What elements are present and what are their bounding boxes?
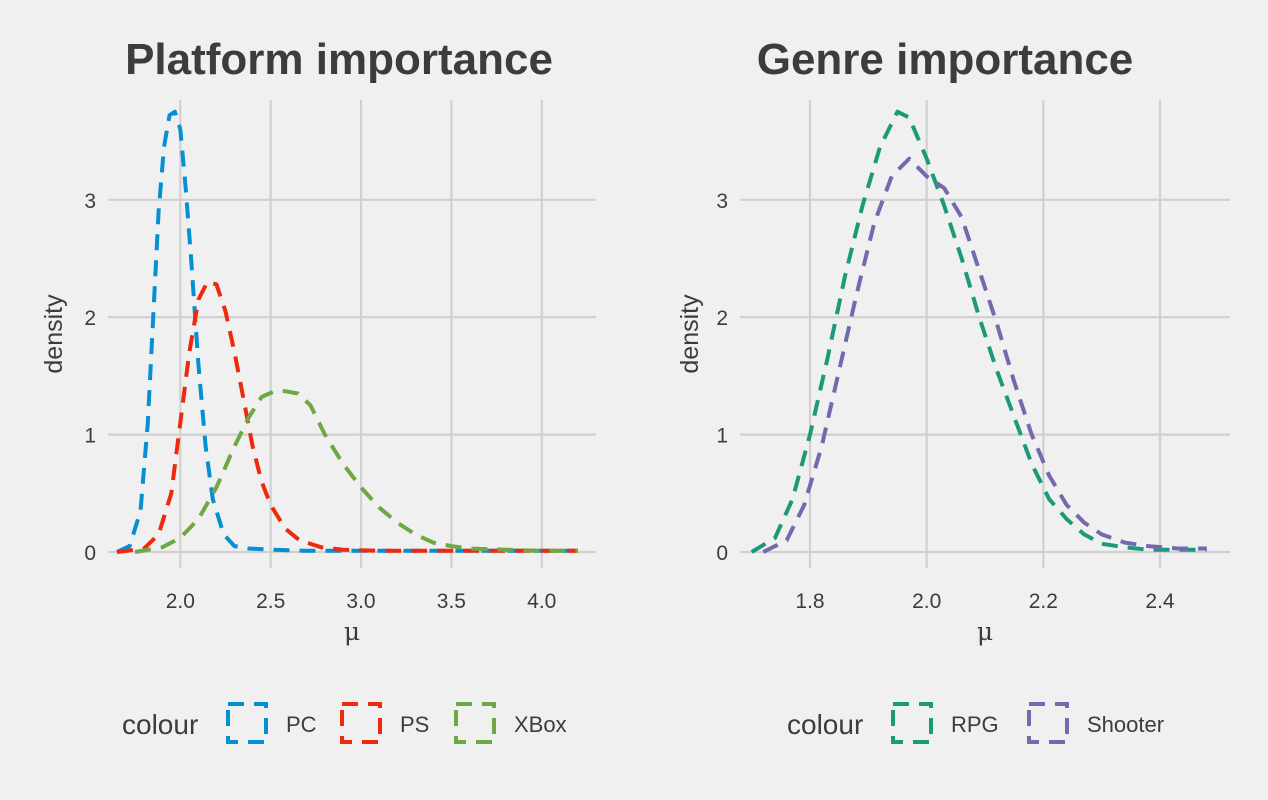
x-tick-label: 2.4 [1145, 590, 1175, 613]
legend-label-xbox: XBox [514, 712, 567, 737]
y-tick-label: 2 [84, 307, 96, 330]
y-tick-label: 0 [716, 542, 728, 565]
legend: colour PC PS XBox [122, 702, 567, 744]
legend-label-pc: PC [286, 712, 317, 737]
legend-key-pc [226, 702, 268, 744]
legend-key-ps [340, 702, 382, 744]
y-tick-label: 3 [716, 190, 728, 213]
legend: colour RPG Shooter [787, 702, 1164, 744]
chart-title: Platform importance [125, 35, 553, 84]
x-tick-label: 2.0 [912, 590, 941, 613]
y-tick-label: 1 [84, 425, 96, 448]
platform-importance-chart: 2.0 2.5 3.0 3.5 4.0 0 1 2 3 Platform importance μ d… [40, 35, 596, 744]
y-axis-label: density [676, 294, 704, 374]
grid [740, 100, 1230, 568]
legend-key-shooter [1027, 702, 1069, 744]
series-line-pc [116, 109, 578, 554]
y-tick-label: 1 [716, 425, 728, 448]
series-line-shooter [762, 156, 1207, 554]
x-axis-label: μ [977, 617, 993, 646]
y-tick-label: 0 [84, 542, 96, 565]
y-tick-label: 2 [716, 307, 728, 330]
legend-key-rpg [891, 702, 933, 744]
x-axis-label: μ [344, 617, 360, 646]
x-tick-label: 2.5 [256, 590, 285, 613]
x-tick-label: 4.0 [527, 590, 556, 613]
x-tick-label: 3.5 [437, 590, 466, 613]
series-line-xbox [134, 389, 578, 554]
legend-label-shooter: Shooter [1087, 712, 1164, 737]
chart-title: Genre importance [757, 35, 1134, 84]
grid [108, 100, 596, 568]
series-line-ps [116, 280, 578, 554]
legend-title: colour [122, 709, 198, 740]
legend-title: colour [787, 709, 863, 740]
legend-key-xbox [454, 702, 496, 744]
x-tick-label: 1.8 [795, 590, 824, 613]
series-line-rpg [750, 109, 1207, 554]
x-tick-label: 3.0 [346, 590, 375, 613]
x-tick-label: 2.0 [166, 590, 195, 613]
x-tick-label: 2.2 [1029, 590, 1058, 613]
y-axis-label: density [40, 294, 68, 374]
legend-label-rpg: RPG [951, 712, 999, 737]
genre-importance-chart: 1.8 2.0 2.2 2.4 0 1 2 3 Genre importance μ density… [676, 35, 1230, 744]
legend-label-ps: PS [400, 712, 429, 737]
y-tick-label: 3 [84, 190, 96, 213]
